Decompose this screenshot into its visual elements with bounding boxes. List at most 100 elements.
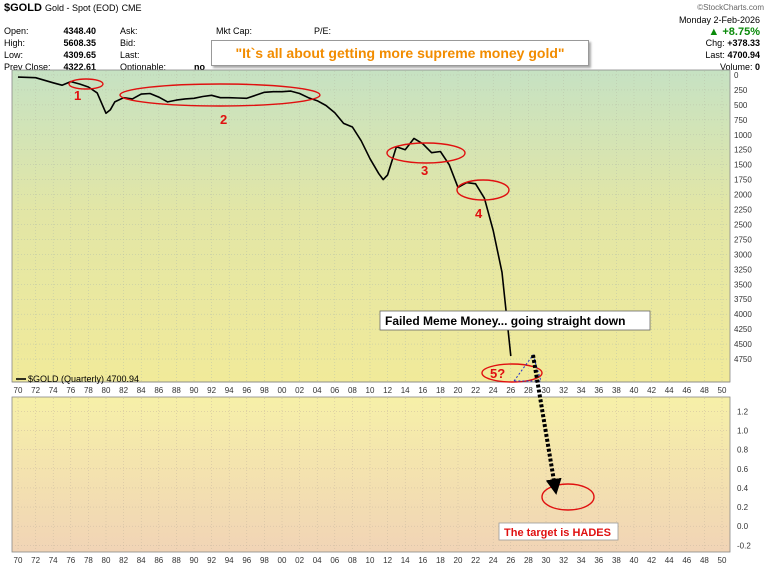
top-y-tick-label: 500 [734, 101, 748, 110]
top-y-tick-label: 3000 [734, 250, 752, 259]
bottom-x-tick-label: 08 [348, 556, 357, 565]
bottom-x-tick-label: 44 [665, 556, 674, 565]
bottom-x-tick-label: 00 [278, 556, 287, 565]
bottom-x-tick-label: 48 [700, 556, 709, 565]
top-x-tick-label: 36 [594, 386, 603, 395]
bottom-x-tick-label: 92 [207, 556, 216, 565]
bottom-x-tick-label: 84 [137, 556, 146, 565]
bottom-x-tick-label: 26 [506, 556, 515, 565]
top-x-tick-label: 42 [647, 386, 656, 395]
legend: $GOLD (Quarterly) 4700.94 [16, 374, 139, 384]
top-y-tick-label: 4250 [734, 325, 752, 334]
bottom-x-tick-label: 76 [66, 556, 75, 565]
top-x-tick-label: 70 [14, 386, 23, 395]
top-x-tick-label: 40 [630, 386, 639, 395]
top-y-tick-label: 3750 [734, 295, 752, 304]
top-y-tick-label: 1000 [734, 131, 752, 140]
bottom-y-tick-label: 1.0 [737, 427, 749, 436]
top-x-tick-label: 32 [559, 386, 568, 395]
callout-failed-meme: Failed Meme Money... going straight down [379, 310, 651, 331]
quote-date: Monday 2-Feb-2026 [678, 15, 760, 25]
top-y-tick-label: 750 [734, 116, 748, 125]
top-x-tick-label: 74 [49, 386, 58, 395]
top-x-tick-label: 16 [418, 386, 427, 395]
bottom-x-tick-label: 32 [559, 556, 568, 565]
annotation-numbers: 1 2 3 4 5? [74, 88, 505, 381]
ellipse-target [541, 483, 595, 511]
bottom-x-tick-label: 20 [454, 556, 463, 565]
bottom-x-tick-label: 30 [542, 556, 551, 565]
ellipse-2 [119, 83, 321, 107]
callout-box [379, 310, 651, 331]
bottom-x-tick-label: 14 [401, 556, 410, 565]
top-x-tick-label: 78 [84, 386, 93, 395]
top-x-tick-label: 80 [102, 386, 111, 395]
bottom-x-tick-label: 78 [84, 556, 93, 565]
top-y-tick-label: 3250 [734, 265, 752, 274]
change-value: +378.33 [727, 38, 760, 48]
top-x-tick-label: 24 [489, 386, 498, 395]
label-1: 1 [74, 88, 81, 103]
bottom-panel-bg [11, 396, 731, 553]
bottom-x-tick-label: 80 [102, 556, 111, 565]
top-x-tick-label: 28 [524, 386, 533, 395]
top-x-tick-label: 50 [718, 386, 727, 395]
top-x-tick-label: 08 [348, 386, 357, 395]
quote-header: $GOLD Gold - Spot (EOD) CME ©StockCharts… [0, 0, 768, 72]
top-x-tick-label: 10 [366, 386, 375, 395]
bottom-x-tick-label: 16 [418, 556, 427, 565]
bottom-x-tick-label: 74 [49, 556, 58, 565]
prev-close-label: Prev Close: [4, 62, 51, 72]
top-x-tick-label: 18 [436, 386, 445, 395]
pe-label: P/E: [314, 26, 332, 36]
last-row: Last: 4700.94 [705, 50, 760, 60]
top-y-tick-label: 1750 [734, 176, 752, 185]
top-panel-bg [11, 69, 731, 383]
bottom-x-tick-label: 98 [260, 556, 269, 565]
hades-text: The target is HADES [504, 527, 611, 539]
label-5: 5? [490, 366, 505, 381]
exchange-text: CME [121, 3, 142, 13]
bottom-x-tick-label: 02 [295, 556, 304, 565]
bottom-x-tick-label: 90 [190, 556, 199, 565]
top-y-tick-label: 3500 [734, 280, 752, 289]
top-y-tick-label: 1250 [734, 146, 752, 155]
top-x-tick-label: 98 [260, 386, 269, 395]
top-y-tick-label: 0 [734, 71, 739, 80]
top-y-tick-label: 4500 [734, 340, 752, 349]
bottom-x-tick-label: 12 [383, 556, 392, 565]
top-x-tick-label: 72 [31, 386, 40, 395]
top-x-tick-label: 14 [401, 386, 410, 395]
bottom-y-ticks: 1.2 1.0 0.8 0.6 0.4 0.2 0.0 -0.2 [737, 407, 751, 550]
symbol-description: Gold - Spot (EOD) [44, 3, 119, 13]
symbol-text: $GOLD [4, 2, 42, 14]
last-label: Last: [705, 50, 725, 60]
volume-row: Volume: 0 [720, 62, 760, 72]
bottom-y-tick-label: -0.2 [737, 541, 751, 550]
last-value: 4700.94 [727, 50, 760, 60]
bottom-y-tick-label: 0.2 [737, 503, 749, 512]
low-label: Low: [4, 50, 24, 60]
chart-symbol: $GOLD Gold - Spot (EOD) CME [4, 2, 142, 14]
ellipse-5 [481, 363, 543, 383]
high-value: 5608.35 [63, 38, 96, 48]
volume-label: Volume: [719, 62, 753, 72]
bottom-x-tick-label: 06 [330, 556, 339, 565]
bottom-x-tick-label: 94 [225, 556, 234, 565]
top-y-tick-label: 4000 [734, 310, 752, 319]
mkt-cap-label: Mkt Cap: [216, 26, 253, 36]
callout-text: Failed Meme Money... going straight down [385, 314, 625, 328]
bottom-x-tick-label: 18 [436, 556, 445, 565]
top-x-tick-label: 30 [542, 386, 551, 395]
volume-value: 0 [754, 62, 760, 72]
bottom-x-tick-label: 24 [489, 556, 498, 565]
prev-close-value: 4322.61 [63, 62, 96, 72]
top-y-tick-label: 2250 [734, 206, 752, 215]
label-4: 4 [475, 206, 483, 221]
bottom-x-tick-label: 28 [524, 556, 533, 565]
top-x-tick-label: 86 [154, 386, 163, 395]
ellipse-4 [456, 179, 510, 201]
mid-last-label: Last: [120, 50, 140, 60]
top-y-tick-label: 2750 [734, 235, 752, 244]
top-y-tick-label: 2000 [734, 191, 752, 200]
